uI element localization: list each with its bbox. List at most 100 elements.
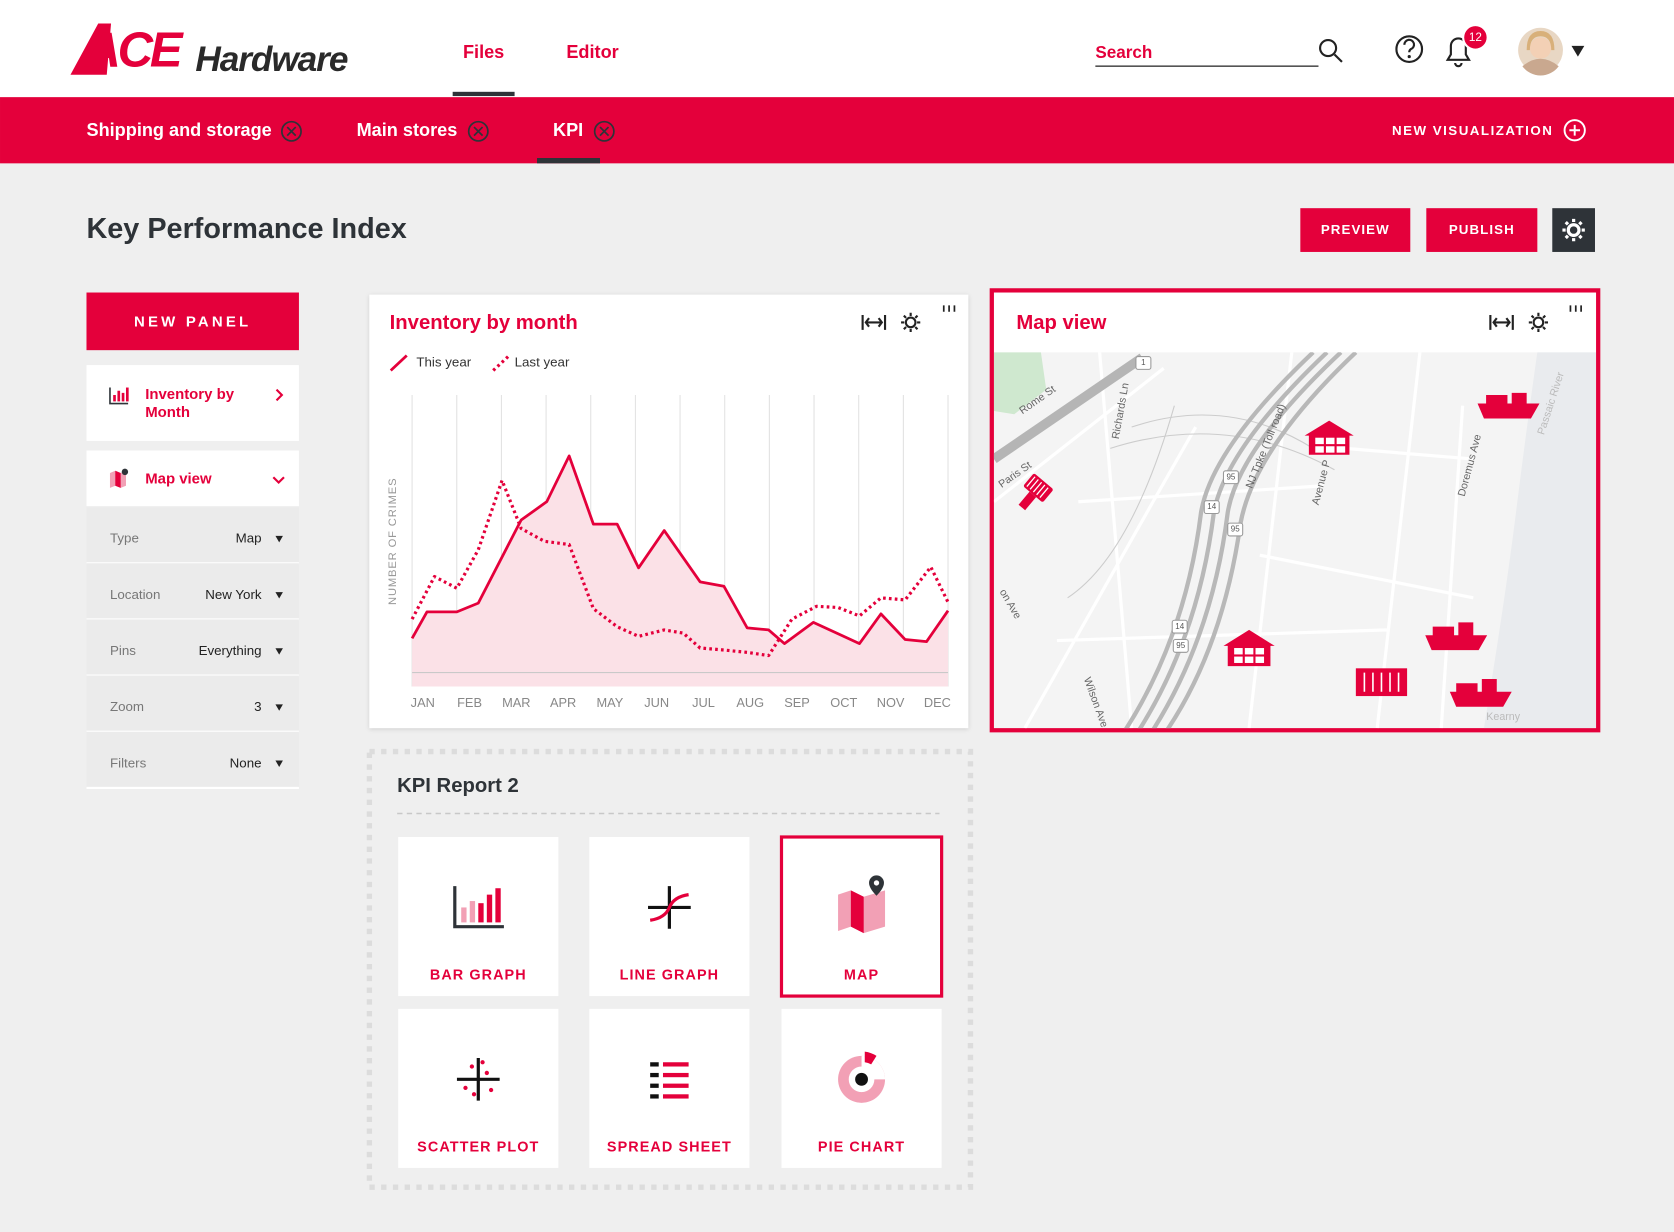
map-icon-small [109,468,129,488]
tile[interactable] [589,1008,750,1168]
x-tick-label: MAR [502,695,530,710]
tile-label: SCATTER PLOT [417,1139,539,1155]
x-tick-label: OCT [830,695,857,710]
x-tick-label: APR [550,695,576,710]
route-shield [1172,638,1189,653]
icon-part [463,1060,494,1097]
card-tools[interactable] [1489,305,1582,333]
new-panel-button[interactable] [86,292,299,351]
icon-part [480,1060,485,1065]
search-icon[interactable] [1319,38,1343,63]
report-tiles: BAR GRAPH LINE GRAPH MAP SCATTER PLOT SPREAD… [398,835,944,1168]
y-axis-label: NUMBER OF CRIMES [387,478,399,605]
icon-part [662,1094,689,1099]
route-shield-label: 14 [1175,622,1184,631]
tab-close-icons[interactable] [280,120,615,142]
route-shield [1227,522,1244,537]
logo-mark [70,23,112,75]
setting-value: New York [205,587,262,602]
icon-part [488,1087,494,1093]
avatar-caret[interactable] [1571,45,1585,57]
card-tools[interactable] [861,305,956,333]
x-tick-label: DEC [924,695,951,710]
gear-icon [1562,218,1585,242]
icon-part [456,1057,500,1101]
tile-label: LINE GRAPH [620,968,720,984]
park [993,352,1047,415]
tile-icon [838,1051,886,1103]
icon-part [486,894,493,923]
streets [993,352,1474,729]
x-tick-label: JUL [692,695,715,710]
tab[interactable]: KPI [553,120,583,140]
tab[interactable]: Shipping and storage [86,120,271,140]
page-title: Key Performance Index [86,213,406,245]
preview-label: PREVIEW [1321,222,1390,237]
x-tick-label: SEP [784,695,810,710]
tile-label: BAR GRAPH [430,968,527,984]
setting-row[interactable] [86,619,299,676]
route-shield-label: 95 [1231,525,1240,534]
publish-label: PUBLISH [1449,222,1515,237]
tile-label: PIE CHART [818,1139,905,1155]
x-tick-label: FEB [457,695,482,710]
search-input[interactable]: Search [1095,43,1152,62]
tile-icon [456,1057,500,1101]
report-dropzone [366,748,974,1190]
map-title: Map view [1016,312,1106,334]
nav-files[interactable]: Files [463,42,504,62]
icon-part [864,1051,877,1065]
x-tick-label: JAN [411,695,435,710]
add-icon[interactable] [1563,119,1586,142]
icon-part [662,1072,689,1078]
setting-caret [275,592,283,599]
setting-row[interactable] [86,675,299,732]
line [410,454,950,646]
setting-caret [275,648,283,655]
setting-label: Filters [110,755,147,770]
avatar[interactable] [1518,27,1563,76]
route-shield [1222,470,1239,485]
chart: NUMBER OF CRIMES JAN FEB MAR APR MAY JUN JUL AUG… [387,354,951,710]
setting-row[interactable] [86,731,299,788]
x-tick-label: MAY [597,695,624,710]
panel-settings: Type Map Location New York Pins Everything Zoo… [86,507,299,789]
icon-part [484,1070,489,1076]
chevron-right [275,388,284,402]
icon-part [855,1072,868,1086]
icon-part [650,1094,659,1099]
icon-part [650,1083,659,1088]
logo-ace: ACE [84,23,184,77]
setting-caret [275,760,283,767]
icon-part [461,907,467,923]
legend-swatch [492,354,511,372]
preview-button[interactable] [1300,208,1411,252]
setting-row[interactable] [86,563,299,620]
road [993,353,1146,464]
tile-icon [453,886,504,929]
legend-label: Last year [515,355,570,370]
publish-button[interactable] [1426,208,1538,252]
icon-part [469,1064,475,1069]
tile-label: MAP [844,968,879,984]
route-shield-label: 1 [1141,358,1146,367]
icon-part [495,888,501,923]
bar-icon [109,387,129,405]
tab[interactable]: Main stores [357,120,458,140]
setting-row[interactable] [86,507,299,564]
map-pins[interactable] [1012,392,1540,707]
settings-button[interactable] [1552,208,1595,252]
tile-icon [650,1062,689,1099]
nav-editor[interactable]: Editor [566,42,618,62]
icon-part [649,893,689,922]
setting-value: Map [236,531,262,546]
tile-icon [648,886,691,929]
help-icon[interactable] [1395,35,1424,63]
new-visualization[interactable]: NEW VISUALIZATION [1392,123,1553,138]
x-tick-label: NOV [877,695,905,710]
route-shield [1203,500,1220,515]
panel-label: Inventory by [145,386,235,403]
icon-part [453,886,504,929]
